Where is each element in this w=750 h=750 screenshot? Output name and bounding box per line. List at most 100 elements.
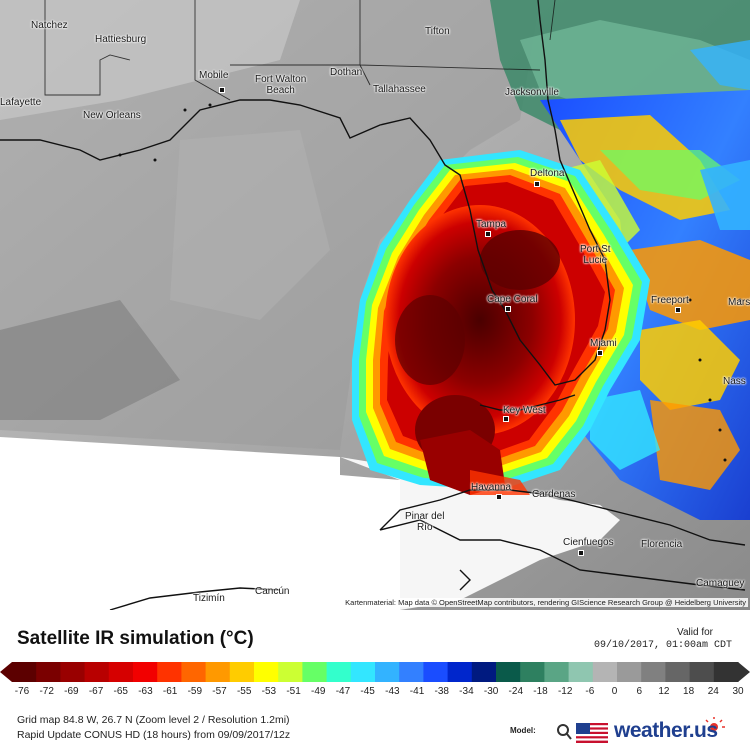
satellite-map[interactable]: Natchez Hattiesburg Dothan Tifton Mobile… bbox=[0, 0, 750, 610]
city-label: Florencia bbox=[641, 539, 683, 550]
city-label: New Orleans bbox=[83, 110, 141, 121]
brand-name[interactable]: weather.us bbox=[614, 719, 718, 742]
colorbar-tick-label: -57 bbox=[212, 686, 227, 697]
city-label: Tifton bbox=[425, 26, 450, 37]
colorbar-tick-label: -30 bbox=[483, 686, 499, 697]
colorbar-tick-label: -69 bbox=[64, 686, 79, 697]
us-flag-icon bbox=[576, 723, 608, 743]
city-label: Freeport bbox=[651, 295, 689, 306]
colorbar-tick-label: -38 bbox=[434, 686, 449, 697]
colorbar-tick-label: 24 bbox=[707, 686, 719, 697]
city-marker bbox=[675, 307, 681, 313]
colorbar-tick-label: -61 bbox=[162, 686, 178, 697]
colorbar-tick-label: -6 bbox=[585, 686, 595, 697]
colorbar-cell bbox=[496, 662, 521, 682]
colorbar-tick-label: -12 bbox=[557, 686, 573, 697]
city-marker bbox=[597, 350, 603, 356]
city-label: Marsh bbox=[728, 297, 750, 308]
model-label: Model: bbox=[510, 726, 536, 735]
city-marker bbox=[219, 87, 225, 93]
colorbar-tick-label: 30 bbox=[732, 686, 744, 697]
city-label: Deltona bbox=[530, 168, 565, 179]
grid-info: Grid map 84.8 W, 26.7 N (Zoom level 2 / … bbox=[17, 714, 290, 726]
colorbar-tick-label: -53 bbox=[261, 686, 277, 697]
colorbar-cell bbox=[617, 662, 642, 682]
colorbar-tick-label: -49 bbox=[311, 686, 326, 697]
colorbar-tick-label: -24 bbox=[508, 686, 524, 697]
colorbar-right-arrow bbox=[738, 662, 750, 682]
colorbar-tick-label: -43 bbox=[385, 686, 400, 697]
valid-time: 09/10/2017, 01:00am CDT bbox=[593, 640, 732, 651]
colorbar-cell bbox=[84, 662, 110, 682]
colorbar-cell bbox=[375, 662, 400, 682]
colorbar-cell bbox=[544, 662, 570, 682]
colorbar-tick-label: -55 bbox=[236, 686, 252, 697]
colorbar-cell bbox=[36, 662, 61, 682]
coastlines bbox=[0, 0, 746, 591]
city-label: Tizimín bbox=[193, 593, 225, 604]
colorbar-cell bbox=[181, 662, 207, 682]
colorbar-cell bbox=[278, 662, 303, 682]
state-borders bbox=[44, 0, 556, 101]
city-label: Nass bbox=[723, 376, 746, 387]
color-scale-bar bbox=[0, 662, 750, 682]
city-label: Jacksonville bbox=[505, 87, 559, 98]
city-label: Dothan bbox=[330, 67, 363, 78]
city-label: Natchez bbox=[31, 20, 68, 31]
sun-icon bbox=[705, 717, 725, 731]
city-label: Camaguey bbox=[696, 578, 745, 589]
city-marker bbox=[534, 181, 540, 187]
run-info: Rapid Update CONUS HD (18 hours) from 09… bbox=[17, 729, 291, 741]
colorbar-cell bbox=[399, 662, 424, 682]
colorbar-cell bbox=[12, 662, 37, 682]
colorbar-tick-label: -65 bbox=[113, 686, 128, 697]
city-label: Fort Walton Beach bbox=[255, 74, 307, 96]
city-label: Hattiesburg bbox=[95, 34, 147, 45]
city-label: Key West bbox=[503, 405, 546, 416]
colorbar-tick-label: 6 bbox=[636, 686, 643, 697]
city-label: Tallahassee bbox=[373, 84, 426, 95]
colorbar-cell bbox=[568, 662, 594, 682]
colorbar-cell bbox=[133, 662, 158, 682]
colorbar-tick-label: -41 bbox=[409, 686, 425, 697]
colorbar-cell bbox=[713, 662, 739, 682]
colorbar-tick-label: 18 bbox=[683, 686, 695, 697]
colorbar-tick-label: -67 bbox=[88, 686, 104, 697]
colorbar-tick-label: -72 bbox=[39, 686, 54, 697]
colorbar-cell bbox=[520, 662, 545, 682]
colorbar-cell bbox=[108, 662, 134, 682]
city-label: Cardenas bbox=[532, 489, 576, 500]
no-data-region bbox=[0, 437, 400, 610]
city-label: Cienfuegos bbox=[563, 537, 614, 548]
colorbar-tick-label: -47 bbox=[335, 686, 351, 697]
map-canvas bbox=[0, 0, 750, 610]
city-label: Cape Coral bbox=[487, 294, 538, 305]
colorbar-tick-label: -63 bbox=[138, 686, 153, 697]
city-marker bbox=[503, 416, 509, 422]
colorbar-cell bbox=[447, 662, 473, 682]
valid-for-label: Valid for bbox=[677, 627, 713, 638]
weather-us-logo[interactable]: RAPID HD bbox=[546, 717, 746, 747]
colorbar-cell bbox=[665, 662, 691, 682]
map-attribution: Kartenmaterial: Map data © OpenStreetMap… bbox=[343, 598, 748, 607]
colorbar-tick-label: 0 bbox=[611, 686, 618, 697]
colorbar-cell bbox=[641, 662, 666, 682]
city-label: Mobile bbox=[199, 70, 229, 81]
city-label: Miami bbox=[590, 338, 617, 349]
city-marker bbox=[496, 494, 502, 500]
colorbar-cell bbox=[205, 662, 231, 682]
map-title: Satellite IR simulation (°C) bbox=[17, 628, 254, 649]
colorbar-tick-label: -45 bbox=[360, 686, 375, 697]
colorbar-cell bbox=[350, 662, 376, 682]
colorbar-tick-label: -59 bbox=[187, 686, 203, 697]
city-label: Cancún bbox=[255, 586, 290, 597]
colorbar-tick-label: -51 bbox=[286, 686, 301, 697]
city-label: Pinar del Río bbox=[405, 511, 445, 533]
colorbar-cell bbox=[471, 662, 497, 682]
colorbar-tick-label: 12 bbox=[658, 686, 670, 697]
city-marker bbox=[578, 550, 584, 556]
city-label: Lafayette bbox=[0, 97, 42, 108]
colorbar-cell bbox=[592, 662, 618, 682]
city-marker bbox=[485, 231, 491, 237]
colorbar-tick-label: -34 bbox=[459, 686, 474, 697]
